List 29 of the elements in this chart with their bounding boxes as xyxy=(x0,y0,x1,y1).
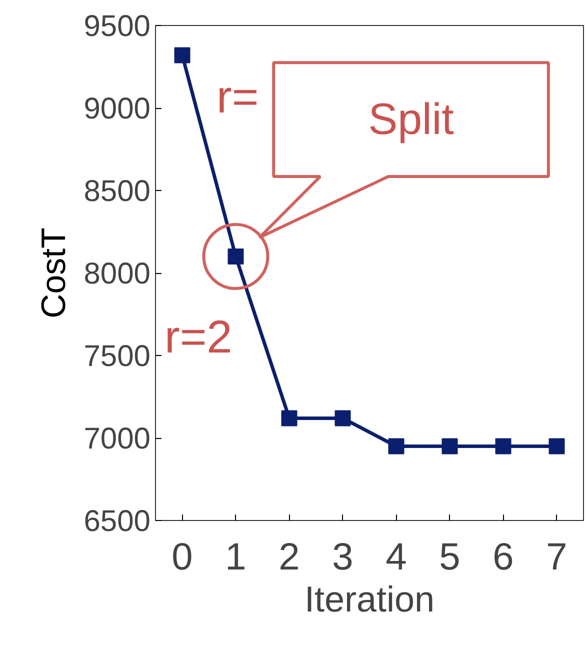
x-tick-label: 3 xyxy=(332,536,354,578)
x-tick-label: 0 xyxy=(172,536,193,578)
y-tick-label: 7000 xyxy=(84,422,151,456)
point xyxy=(334,410,351,426)
y-tick-label: 8500 xyxy=(84,175,151,208)
y-tick-label: 8000 xyxy=(84,258,151,290)
annotation: r= xyxy=(216,70,259,122)
annotation: Split xyxy=(368,95,454,144)
x-axis-title: Iteration xyxy=(304,578,435,620)
y-tick-label: 9500 xyxy=(84,10,151,43)
x-tick-label: 2 xyxy=(278,536,300,578)
x-tick-label: 1 xyxy=(225,536,246,578)
y-tick-label: 7500 xyxy=(84,340,151,373)
point xyxy=(281,410,298,426)
y-axis-title: CostT xyxy=(34,228,73,318)
x-tick-label: 5 xyxy=(439,536,460,578)
point xyxy=(202,223,270,290)
point xyxy=(548,438,565,454)
point xyxy=(495,438,512,454)
x-tick-label: 6 xyxy=(492,536,514,578)
point xyxy=(174,47,190,64)
x-tick-label: 7 xyxy=(546,536,568,578)
y-tick-label: 9000 xyxy=(84,92,151,126)
point xyxy=(228,248,244,264)
point xyxy=(388,438,404,454)
annotation: r=2 xyxy=(164,310,232,362)
x-tick-label: 4 xyxy=(386,536,407,578)
point xyxy=(442,438,458,454)
y-tick-label: 6500 xyxy=(84,505,151,538)
